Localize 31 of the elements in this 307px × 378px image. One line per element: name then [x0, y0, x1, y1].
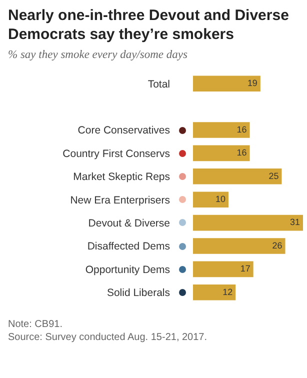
text: Note: CB91.: [8, 319, 62, 330]
y-tick-label: New Era Enterprisers: [70, 194, 170, 206]
data-label: 19: [247, 78, 258, 88]
bar: [193, 261, 254, 278]
text: % say they smoke every day/some days: [8, 49, 188, 61]
data-label: 25: [268, 170, 279, 181]
y-tick-label: Total: [148, 78, 170, 90]
bar: [193, 168, 282, 184]
source-note: Source: Survey conducted Aug. 15-21, 2017.: [8, 332, 208, 343]
y-tick-label: Market Skeptic Reps: [73, 171, 170, 184]
y-tick-label: Opportunity Dems: [85, 264, 170, 276]
y-tick-label: Core Conservatives: [78, 124, 170, 137]
chart-title: Nearly one-in-three Devout and Diverse Democrats say they’re smokers: [8, 6, 290, 44]
bar: [193, 284, 236, 300]
data-label: 31: [290, 217, 300, 228]
data-label: 16: [236, 124, 247, 134]
bar: [193, 238, 286, 254]
data-label: 12: [222, 286, 233, 297]
y-tick-label: Devout & Diverse: [88, 217, 170, 230]
y-tick-label: Disaffected Dems: [87, 240, 170, 253]
data-label: 16: [236, 148, 247, 158]
bar: [193, 214, 303, 231]
y-tick-label: Country First Conservs: [62, 148, 170, 160]
bar: [193, 145, 250, 162]
y-tick-label: Solid Liberals: [106, 287, 170, 300]
bar: [193, 122, 250, 138]
data-label: 17: [240, 264, 250, 274]
data-label: 26: [272, 240, 282, 250]
data-label: 10: [216, 194, 226, 204]
bar: [193, 76, 260, 92]
bar: [193, 192, 228, 208]
